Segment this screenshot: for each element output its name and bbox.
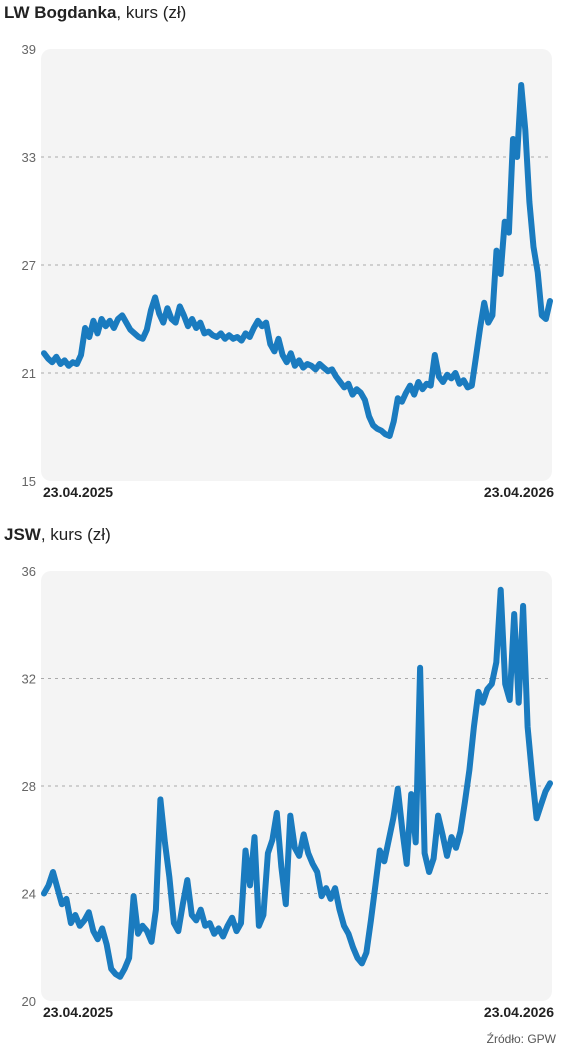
y-tick-label: 21 — [22, 366, 36, 381]
chart-2-jsw: 20 24 28 32 36 23.04.2025 23.04.2026 — [22, 564, 555, 1020]
price-line — [41, 82, 553, 439]
x-tick-label-end: 23.04.2026 — [484, 484, 554, 500]
chart-1-bogdanka: 15 21 27 33 39 23.04.2025 23.04.2026 — [22, 42, 555, 500]
chart-1-title: LW Bogdanka, kurs (zł) — [4, 3, 186, 23]
source-note: Źródło: GPW — [486, 1032, 556, 1046]
y-tick-label: 28 — [22, 779, 36, 794]
price-line — [41, 586, 553, 980]
y-tick-label: 32 — [22, 672, 36, 687]
chart-2-title-bold: JSW — [4, 525, 41, 544]
y-tick-label: 33 — [22, 150, 36, 165]
chart-2-title-rest: , kurs (zł) — [40, 525, 111, 544]
y-tick-label: 20 — [22, 994, 36, 1009]
x-tick-label-start: 23.04.2025 — [43, 484, 113, 500]
x-tick-label-end: 23.04.2026 — [484, 1004, 554, 1020]
chart-1-title-rest: , kurs (zł) — [116, 3, 187, 22]
chart-1-title-bold: LW Bogdanka — [4, 3, 117, 22]
y-tick-label: 39 — [22, 42, 36, 57]
y-tick-label: 36 — [22, 564, 36, 579]
y-tick-label: 27 — [22, 258, 36, 273]
y-tick-label: 15 — [22, 474, 36, 489]
chart-2-title: JSW, kurs (zł) — [4, 525, 111, 545]
x-tick-label-start: 23.04.2025 — [43, 1004, 113, 1020]
y-tick-label: 24 — [22, 887, 36, 902]
